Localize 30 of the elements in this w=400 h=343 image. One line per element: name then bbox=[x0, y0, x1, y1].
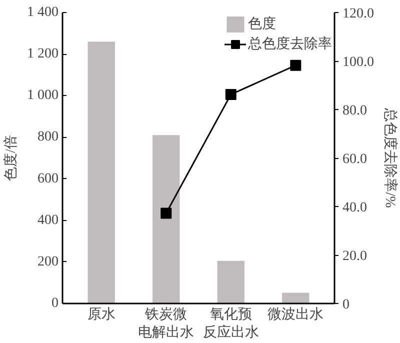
y-tick-label: 1 200 bbox=[27, 46, 58, 62]
y2-tick-label: 120.0 bbox=[342, 6, 374, 22]
point bbox=[160, 208, 172, 219]
y-tick-label: 1 400 bbox=[27, 5, 58, 20]
x-tick-label: 氧化预反应出水 bbox=[202, 306, 259, 340]
y-tick-label: 200 bbox=[38, 254, 58, 270]
bar bbox=[282, 292, 310, 304]
legend-label: 总色度去除率 bbox=[248, 35, 332, 53]
y-axis-title: 色度/倍 bbox=[3, 135, 19, 181]
x-tick-label: 铁炭微电解出水 bbox=[138, 306, 194, 340]
bar bbox=[217, 260, 244, 304]
x-tick-label: 原水 bbox=[87, 306, 116, 322]
y-tick-label: 0 bbox=[52, 296, 58, 311]
y2-tick-label: 100.0 bbox=[342, 55, 374, 70]
y2-tick-label: 40.0 bbox=[342, 200, 367, 216]
bar bbox=[88, 42, 115, 304]
y-tick-label: 1 000 bbox=[27, 88, 58, 104]
point bbox=[290, 60, 302, 71]
legend-label: 色度 bbox=[248, 15, 276, 33]
point bbox=[225, 88, 236, 100]
y-tick-label: 400 bbox=[38, 212, 58, 228]
y2-tick-label: 80.0 bbox=[342, 104, 367, 118]
y-tick-label: 800 bbox=[38, 130, 58, 145]
x-tick-label: 微波出水 bbox=[268, 306, 324, 322]
y2-tick-label: 0 bbox=[342, 298, 350, 312]
y-tick-label: 600 bbox=[38, 171, 58, 186]
y2-tick-label: 20.0 bbox=[342, 249, 367, 264]
bar bbox=[152, 135, 180, 304]
y2-axis-title: 总色度去除率/% bbox=[382, 107, 398, 208]
y2-tick-label: 60.0 bbox=[342, 152, 367, 167]
